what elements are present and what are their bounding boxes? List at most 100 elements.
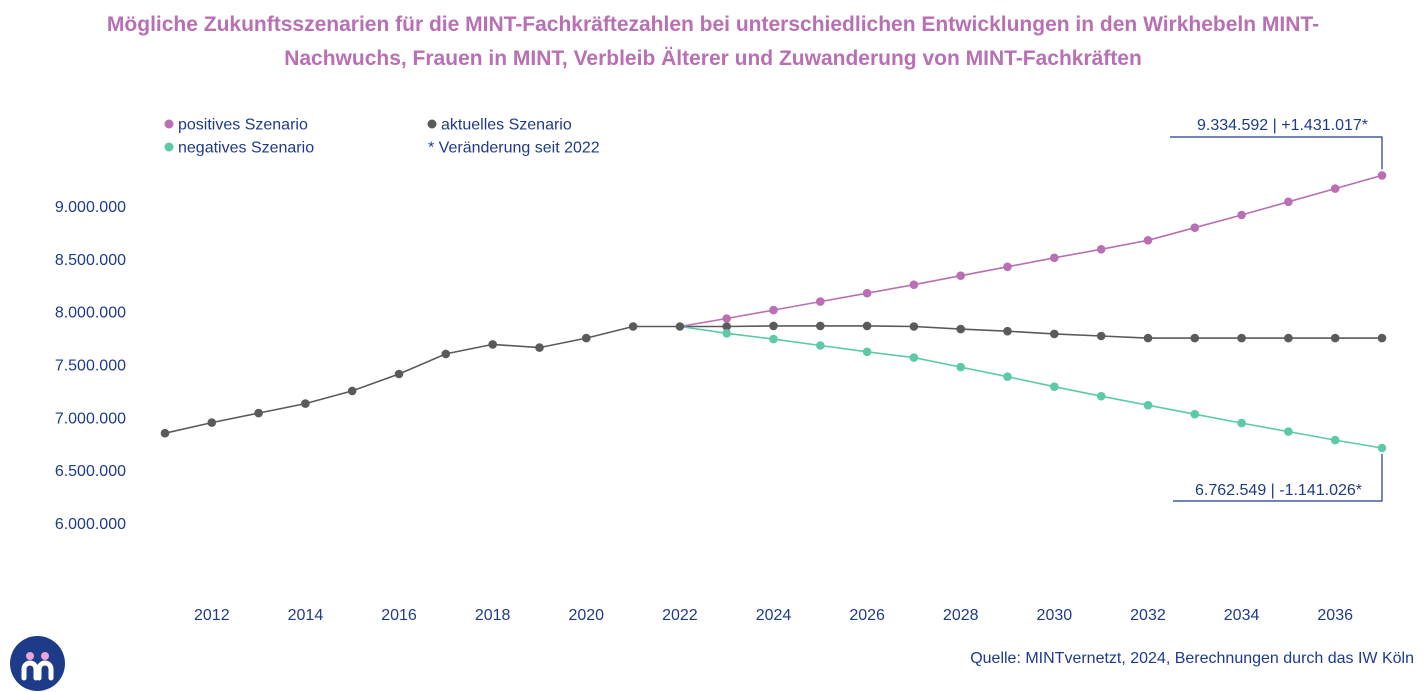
- data-point: [862, 347, 872, 357]
- data-point: [956, 271, 965, 281]
- data-point: [816, 297, 825, 306]
- x-tick-label: 2024: [756, 607, 792, 624]
- y-axis: 6.000.000 6.500.000 7.000.000 7.500.000 8.00…: [55, 199, 126, 533]
- data-point: [1237, 210, 1246, 220]
- data-point: [909, 353, 919, 362]
- data-point: [628, 322, 638, 331]
- data-point: [1284, 197, 1293, 207]
- data-point: [675, 322, 685, 331]
- series-layer: [160, 171, 1387, 453]
- series-line: [679, 325, 1383, 449]
- data-point: [862, 288, 872, 298]
- data-point: [722, 329, 731, 338]
- y-tick-label: 8.500.000: [55, 252, 126, 269]
- x-tick-label: 2032: [1130, 607, 1166, 624]
- data-point: [1143, 333, 1153, 343]
- data-point: [207, 418, 217, 427]
- data-point: [816, 341, 825, 350]
- legend-marker: [427, 119, 437, 129]
- data-point: [535, 343, 544, 352]
- mint-people-icon: [21, 652, 54, 681]
- data-point: [394, 369, 404, 379]
- legend-item: negatives Szenario: [164, 140, 314, 157]
- data-point: [1096, 331, 1106, 341]
- data-point: [956, 362, 965, 372]
- annotation-label: 6.762.549 | -1.141.026*: [1195, 482, 1362, 499]
- y-tick-label: 6.000.000: [55, 516, 126, 533]
- data-point: [1050, 253, 1059, 263]
- data-point: [769, 305, 778, 315]
- data-point: [1003, 262, 1012, 272]
- data-point: [769, 334, 778, 344]
- data-point: [1143, 236, 1153, 245]
- annotation: 6.762.549 | -1.141.026*: [1173, 453, 1383, 502]
- legend-marker: [164, 119, 174, 129]
- legend-item: * Veränderung seit 2022: [428, 140, 600, 157]
- chart-title: Mögliche Zukunftsszenarien für die MINT-…: [0, 8, 1426, 76]
- data-point: [1377, 171, 1387, 180]
- data-point: [347, 386, 357, 396]
- source-note: Quelle: MINTvernetzt, 2024, Berechnungen…: [970, 650, 1414, 667]
- legend-label: * Veränderung seit 2022: [428, 140, 600, 157]
- y-tick-label: 9.000.000: [55, 199, 126, 216]
- data-point: [1237, 333, 1246, 343]
- data-point: [1003, 326, 1012, 336]
- data-point: [301, 399, 310, 408]
- series-line: [679, 174, 1383, 328]
- data-point: [1096, 245, 1106, 254]
- annotation-leader: [1173, 453, 1383, 502]
- data-point: [1237, 418, 1246, 428]
- legend-label: negatives Szenario: [178, 140, 314, 157]
- data-point: [254, 408, 263, 418]
- data-point: [816, 321, 825, 331]
- data-point: [956, 324, 965, 334]
- data-point: [1050, 382, 1059, 392]
- legend-label: positives Szenario: [178, 117, 308, 134]
- data-point: [1143, 400, 1153, 410]
- data-point: [160, 428, 170, 438]
- y-tick-label: 7.000.000: [55, 410, 126, 427]
- data-point: [582, 333, 591, 343]
- x-tick-label: 2016: [381, 607, 417, 624]
- data-point: [1330, 435, 1340, 445]
- data-point: [441, 349, 451, 359]
- legend-label: aktuelles Szenario: [441, 117, 572, 134]
- annotation-label: 9.334.592 | +1.431.017*: [1197, 117, 1368, 134]
- x-tick-label: 2012: [194, 607, 230, 624]
- data-point: [1190, 409, 1200, 419]
- x-tick-label: 2014: [288, 607, 324, 624]
- x-tick-label: 2036: [1317, 607, 1353, 624]
- data-point: [1284, 427, 1293, 436]
- legend-marker: [164, 142, 174, 152]
- y-tick-label: 7.500.000: [55, 358, 126, 375]
- legend-item: aktuelles Szenario: [427, 117, 572, 134]
- legend: positives Szenario aktuelles Szenario nega…: [164, 117, 600, 157]
- data-point: [1190, 223, 1200, 232]
- chart-title-line-2: Nachwuchs, Frauen in MINT, Verbleib Älte…: [284, 47, 1142, 70]
- data-point: [1003, 372, 1012, 382]
- data-point: [769, 321, 778, 331]
- mint-logo: [10, 636, 65, 691]
- data-point: [1284, 333, 1293, 343]
- data-point: [722, 322, 731, 331]
- x-tick-label: 2030: [1037, 607, 1073, 624]
- data-point: [1330, 333, 1340, 343]
- x-tick-label: 2022: [662, 607, 698, 624]
- data-point: [1377, 443, 1387, 453]
- x-tick-label: 2026: [849, 607, 885, 624]
- data-point: [909, 280, 919, 290]
- data-point: [862, 321, 872, 331]
- data-point: [909, 322, 919, 331]
- annotation: 9.334.592 | +1.431.017*: [1170, 117, 1383, 170]
- data-point: [1190, 333, 1200, 343]
- data-point: [1377, 333, 1387, 343]
- annotation-layer: 9.334.592 | +1.431.017* 6.762.549 | -1.14…: [1170, 117, 1383, 502]
- x-tick-label: 2018: [475, 607, 511, 624]
- x-axis: 2012 2014 2016 2018 2020 2022 2024 2026 2028 2030…: [194, 607, 1353, 624]
- x-tick-label: 2034: [1224, 607, 1260, 624]
- data-point: [1050, 329, 1059, 339]
- x-tick-label: 2028: [943, 607, 979, 624]
- data-point: [722, 314, 731, 323]
- data-point: [488, 340, 498, 349]
